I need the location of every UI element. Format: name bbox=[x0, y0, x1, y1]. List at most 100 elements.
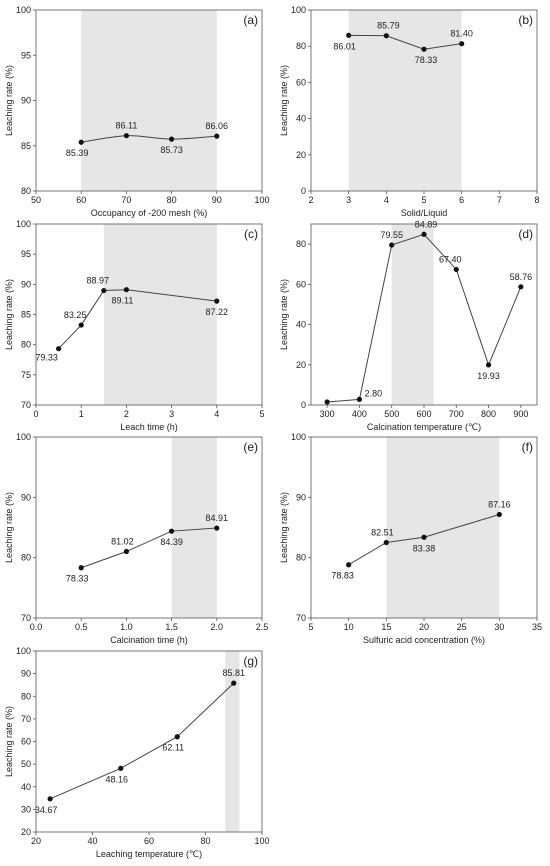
data-label: 86.06 bbox=[206, 121, 229, 131]
x-tick-label: 15 bbox=[381, 622, 391, 632]
data-label: 78.33 bbox=[66, 574, 89, 584]
data-label: 83.25 bbox=[64, 310, 87, 320]
data-label: 67.40 bbox=[439, 254, 462, 264]
y-tick-label: 60 bbox=[296, 279, 306, 289]
highlight-band bbox=[81, 10, 217, 191]
data-label: 86.01 bbox=[333, 41, 356, 51]
x-axis-title: Sulfuric acid concentration (%) bbox=[363, 635, 485, 645]
y-tick-label: 0 bbox=[301, 186, 306, 196]
data-point bbox=[214, 298, 220, 304]
panel-label: (f) bbox=[522, 440, 533, 454]
y-tick-label: 85 bbox=[21, 141, 31, 151]
x-tick-label: 900 bbox=[513, 409, 528, 419]
x-axis-title: Occupancy of -200 mesh (%) bbox=[91, 208, 208, 218]
highlight-band bbox=[391, 224, 434, 405]
y-tick-label: 90 bbox=[296, 492, 306, 502]
x-tick-label: 10 bbox=[344, 622, 354, 632]
y-tick-label: 20 bbox=[21, 827, 31, 837]
y-tick-label: 40 bbox=[21, 782, 31, 792]
y-tick-label: 100 bbox=[16, 219, 31, 229]
y-tick-label: 100 bbox=[16, 646, 31, 656]
data-point bbox=[118, 765, 124, 771]
x-tick-label: 0.0 bbox=[30, 622, 43, 632]
x-tick-label: 2.5 bbox=[256, 622, 269, 632]
data-point bbox=[169, 528, 175, 534]
data-point bbox=[383, 539, 389, 546]
x-tick-label: 3 bbox=[169, 409, 174, 419]
data-label: 84.89 bbox=[415, 219, 438, 229]
y-tick-label: 40 bbox=[296, 320, 306, 330]
data-point bbox=[518, 284, 524, 290]
y-tick-label: 80 bbox=[296, 553, 306, 563]
data-label: 87.22 bbox=[206, 307, 229, 317]
data-point bbox=[231, 680, 237, 686]
y-tick-label: 70 bbox=[296, 613, 306, 623]
data-point bbox=[389, 242, 395, 248]
x-tick-label: 60 bbox=[144, 836, 154, 846]
data-point bbox=[356, 396, 363, 402]
highlight-band bbox=[171, 437, 217, 618]
y-axis-title: Leaching rate (%) bbox=[4, 492, 14, 563]
chart-panel-3: 300 400 500 600 700 800 900 0 20 40 60 80 Calcinatio… bbox=[279, 219, 538, 432]
x-tick-label: 50 bbox=[31, 195, 41, 205]
x-tick-label: 80 bbox=[200, 836, 210, 846]
x-axis-title: Leaching temperature (℃) bbox=[96, 849, 202, 859]
data-label: 2.80 bbox=[365, 388, 383, 398]
data-point bbox=[459, 41, 465, 47]
data-label: 19.93 bbox=[477, 371, 500, 381]
data-point bbox=[214, 133, 220, 139]
data-point bbox=[123, 548, 129, 555]
y-axis-title: Leaching rate (%) bbox=[279, 492, 289, 563]
y-tick-label: 100 bbox=[291, 5, 306, 15]
data-point bbox=[346, 32, 352, 38]
data-label: 85.73 bbox=[160, 145, 183, 155]
x-axis-title: Calcination temperature (℃) bbox=[367, 422, 481, 432]
panel-label: (b) bbox=[518, 13, 533, 27]
x-tick-label: 300 bbox=[320, 409, 335, 419]
y-tick-label: 80 bbox=[21, 553, 31, 563]
data-point bbox=[485, 362, 492, 368]
chart-panel-0: 50 60 70 80 90 100 80 85 90 95 100 Occupancy of -20… bbox=[4, 5, 270, 218]
y-tick-label: 100 bbox=[16, 5, 31, 15]
data-label: 82.51 bbox=[371, 528, 394, 538]
x-tick-label: 1 bbox=[79, 409, 84, 419]
data-point bbox=[496, 511, 502, 518]
data-point bbox=[421, 231, 427, 237]
x-tick-label: 0 bbox=[33, 409, 38, 419]
data-label: 79.33 bbox=[35, 353, 58, 363]
x-tick-label: 1.5 bbox=[165, 622, 178, 632]
data-label: 84.39 bbox=[160, 537, 183, 547]
chart-panel-6: 20 40 60 80 100 20 30 40 50 60 70 80 90 100 Leaching t… bbox=[4, 646, 270, 859]
x-tick-label: 5 bbox=[259, 409, 264, 419]
highlight-band bbox=[225, 651, 240, 832]
data-label: 34.67 bbox=[35, 805, 58, 815]
y-tick-label: 60 bbox=[296, 77, 306, 87]
x-tick-label: 400 bbox=[352, 409, 367, 419]
x-axis-title: Leach time (h) bbox=[120, 422, 178, 432]
data-label: 58.76 bbox=[510, 272, 533, 282]
data-label: 81.40 bbox=[450, 29, 473, 39]
y-axis-title: Leaching rate (%) bbox=[279, 279, 289, 350]
x-tick-label: 1.0 bbox=[120, 622, 133, 632]
y-tick-label: 75 bbox=[21, 370, 31, 380]
data-label: 78.33 bbox=[415, 55, 438, 65]
plot-frame bbox=[35, 436, 263, 619]
data-label: 81.02 bbox=[111, 537, 134, 547]
data-label: 79.55 bbox=[380, 230, 403, 240]
series-line bbox=[49, 682, 235, 800]
panel-label: (c) bbox=[244, 227, 258, 241]
x-axis-title: Calcination time (h) bbox=[110, 635, 188, 645]
x-tick-label: 600 bbox=[416, 409, 431, 419]
y-tick-label: 40 bbox=[296, 114, 306, 124]
y-tick-label: 95 bbox=[21, 50, 31, 60]
x-tick-label: 7 bbox=[497, 195, 502, 205]
panel-label: (e) bbox=[243, 440, 258, 454]
y-tick-label: 70 bbox=[21, 400, 31, 410]
data-point bbox=[453, 266, 459, 273]
data-point bbox=[421, 46, 427, 52]
x-tick-label: 500 bbox=[384, 409, 399, 419]
y-tick-label: 90 bbox=[21, 669, 31, 679]
y-tick-label: 70 bbox=[21, 613, 31, 623]
highlight-band bbox=[103, 224, 217, 405]
